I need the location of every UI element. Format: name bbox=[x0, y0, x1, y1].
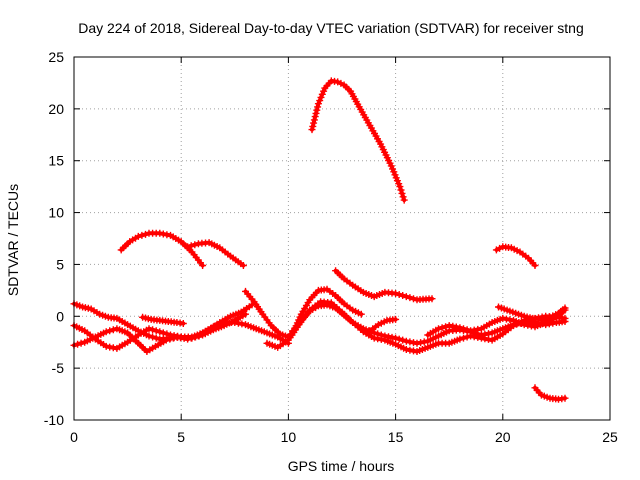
series-markers bbox=[366, 315, 400, 335]
series-markers bbox=[332, 267, 436, 304]
series-markers bbox=[492, 243, 539, 269]
y-tick-label: 15 bbox=[48, 153, 64, 169]
y-tick-label: 20 bbox=[48, 101, 64, 117]
x-axis-label: GPS time / hours bbox=[288, 458, 395, 474]
x-tick-label: 20 bbox=[495, 429, 511, 445]
y-tick-label: 5 bbox=[56, 256, 64, 272]
series-arc-d bbox=[531, 384, 569, 403]
series-markers bbox=[495, 303, 569, 323]
chart-title: Day 224 of 2018, Sidereal Day-to-day VTE… bbox=[78, 20, 584, 36]
series-markers bbox=[184, 239, 247, 269]
y-tick-label: 25 bbox=[48, 49, 64, 65]
data-points bbox=[70, 77, 569, 403]
series-markers bbox=[308, 77, 408, 204]
x-tick-label: 15 bbox=[388, 429, 404, 445]
series-arc-o bbox=[495, 303, 569, 323]
y-tick-label: -10 bbox=[44, 412, 64, 428]
series-arc-b bbox=[184, 239, 247, 269]
series-arc-m bbox=[366, 315, 400, 335]
series-markers bbox=[117, 229, 207, 269]
x-tick-label: 0 bbox=[70, 429, 78, 445]
series-arc-n bbox=[424, 306, 569, 339]
y-tick-label: -5 bbox=[52, 360, 65, 376]
series-markers bbox=[531, 384, 569, 403]
x-tick-label: 10 bbox=[281, 429, 297, 445]
series-arc-c bbox=[492, 243, 539, 269]
y-tick-label: 10 bbox=[48, 205, 64, 221]
x-tick-label: 25 bbox=[602, 429, 618, 445]
series-arc-i bbox=[139, 313, 187, 327]
y-tick-label: 0 bbox=[56, 308, 64, 324]
y-axis-label: SDTVAR / TECUs bbox=[5, 184, 21, 296]
series-arc-high bbox=[308, 77, 408, 204]
series-arc-e bbox=[332, 267, 436, 304]
series-markers bbox=[139, 313, 187, 327]
x-tick-label: 5 bbox=[177, 429, 185, 445]
plot-frame bbox=[73, 56, 611, 421]
axis-ticks: 0 5 10 15 20 25 -10 -5 0 5 10 15 20 25 bbox=[44, 49, 618, 445]
series-markers bbox=[424, 306, 569, 339]
